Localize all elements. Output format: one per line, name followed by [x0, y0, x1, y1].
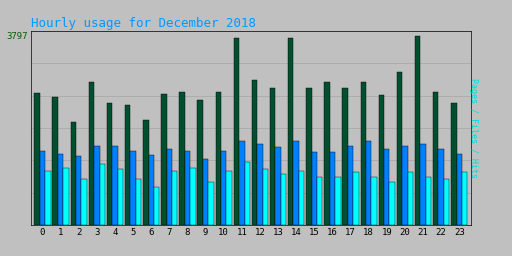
- Bar: [58, 154, 63, 225]
- Bar: [397, 72, 402, 225]
- Bar: [71, 122, 76, 225]
- Bar: [366, 142, 371, 225]
- Bar: [63, 168, 69, 225]
- Bar: [360, 82, 366, 225]
- Bar: [94, 146, 99, 225]
- Bar: [34, 93, 40, 225]
- Bar: [353, 172, 359, 225]
- Bar: [239, 142, 245, 225]
- Bar: [263, 169, 268, 225]
- Bar: [335, 177, 340, 225]
- Bar: [451, 103, 457, 225]
- Bar: [438, 150, 444, 225]
- Bar: [312, 152, 317, 225]
- Bar: [76, 156, 81, 225]
- Bar: [172, 172, 178, 225]
- Text: Hourly usage for December 2018: Hourly usage for December 2018: [31, 17, 255, 29]
- Bar: [330, 152, 335, 225]
- Bar: [131, 152, 136, 225]
- Bar: [203, 159, 208, 225]
- Bar: [306, 88, 312, 225]
- Bar: [125, 104, 131, 225]
- Bar: [457, 154, 462, 225]
- Bar: [118, 169, 123, 225]
- Bar: [143, 120, 148, 225]
- Bar: [384, 150, 390, 225]
- Bar: [299, 172, 304, 225]
- Bar: [99, 164, 105, 225]
- Bar: [89, 82, 94, 225]
- Bar: [426, 177, 431, 225]
- Bar: [45, 172, 51, 225]
- Bar: [161, 94, 166, 225]
- Bar: [112, 146, 118, 225]
- Bar: [293, 142, 299, 225]
- Bar: [433, 92, 438, 225]
- Bar: [252, 80, 257, 225]
- Bar: [390, 182, 395, 225]
- Bar: [233, 38, 239, 225]
- Bar: [371, 177, 377, 225]
- Bar: [221, 152, 226, 225]
- Bar: [136, 179, 141, 225]
- Bar: [270, 88, 275, 225]
- Bar: [257, 144, 263, 225]
- Bar: [179, 92, 185, 225]
- Bar: [198, 100, 203, 225]
- Bar: [148, 155, 154, 225]
- Bar: [288, 38, 293, 225]
- Bar: [324, 82, 330, 225]
- Bar: [216, 92, 221, 225]
- Bar: [415, 36, 420, 225]
- Bar: [343, 88, 348, 225]
- Bar: [462, 172, 467, 225]
- Bar: [420, 144, 426, 225]
- Bar: [154, 187, 159, 225]
- Bar: [245, 162, 250, 225]
- Bar: [226, 172, 232, 225]
- Bar: [107, 103, 112, 225]
- Bar: [166, 149, 172, 225]
- Y-axis label: Pages / Files / Hits: Pages / Files / Hits: [469, 78, 478, 178]
- Bar: [379, 94, 384, 225]
- Bar: [208, 182, 214, 225]
- Bar: [348, 146, 353, 225]
- Bar: [185, 152, 190, 225]
- Bar: [190, 168, 196, 225]
- Bar: [275, 147, 281, 225]
- Bar: [402, 146, 408, 225]
- Bar: [281, 174, 286, 225]
- Bar: [408, 172, 413, 225]
- Bar: [317, 177, 323, 225]
- Bar: [444, 179, 450, 225]
- Bar: [52, 97, 58, 225]
- Bar: [81, 179, 87, 225]
- Bar: [40, 152, 45, 225]
